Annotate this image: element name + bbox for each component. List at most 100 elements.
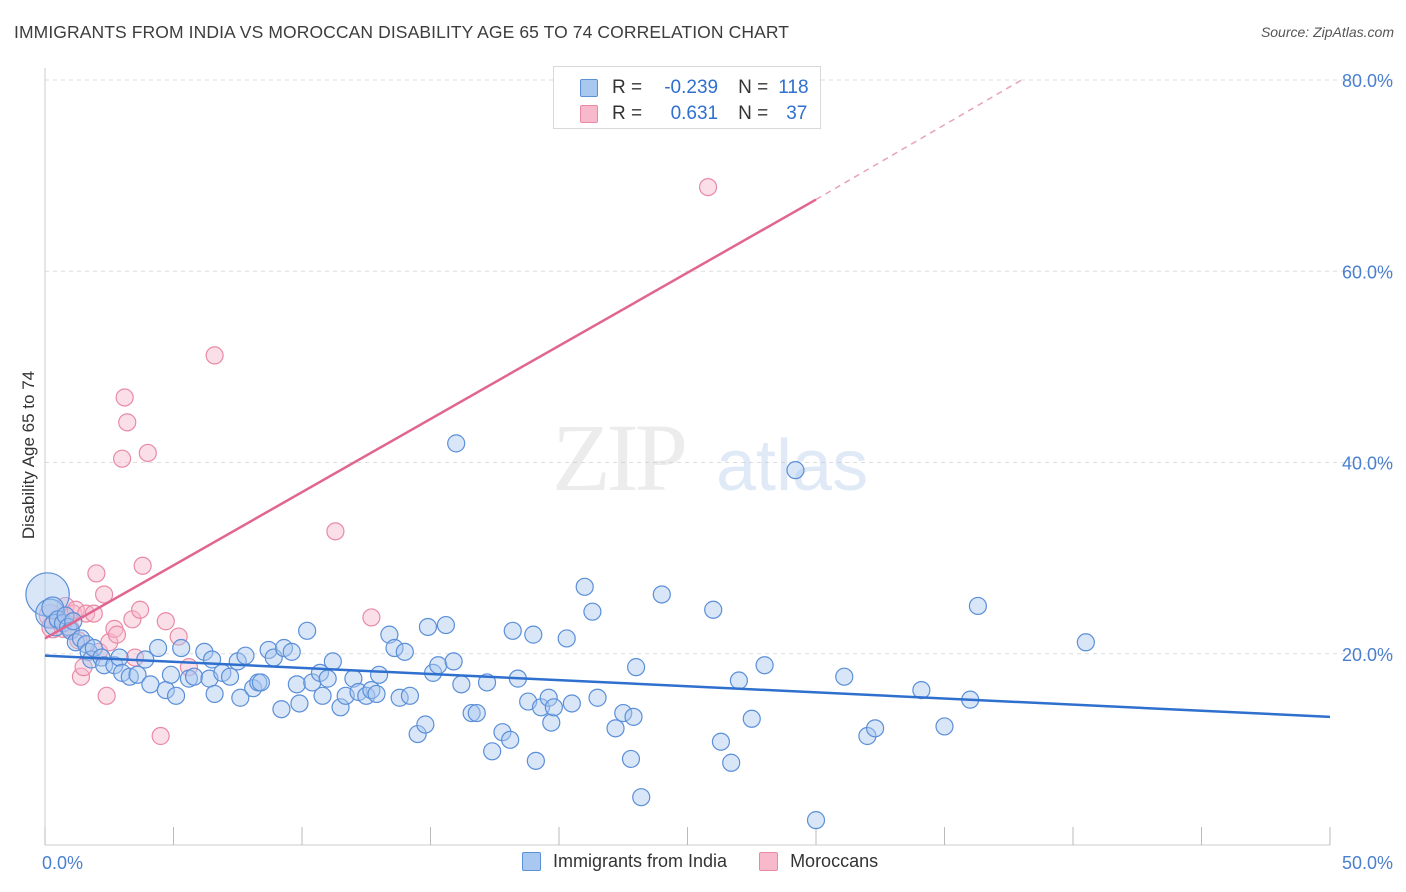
moroccan-point	[138, 443, 157, 463]
india-point	[575, 577, 594, 596]
india-point	[400, 686, 420, 705]
india-point	[84, 638, 103, 658]
y-tick-label: 80.0%	[1342, 71, 1393, 91]
moroccan-point	[362, 608, 381, 627]
india-point	[380, 625, 399, 644]
india-point	[367, 684, 386, 704]
india-point	[935, 717, 954, 736]
series-legend: Immigrants from India Moroccans	[522, 851, 910, 872]
india-point	[303, 673, 322, 692]
india-point	[71, 629, 91, 648]
india-point	[621, 749, 641, 769]
india-point	[166, 686, 186, 705]
moroccan-point	[118, 413, 137, 432]
moroccan-trend-extension	[815, 79, 1022, 201]
india-point	[835, 667, 854, 686]
india-point	[447, 434, 466, 453]
india-point	[313, 686, 332, 705]
india-point	[806, 811, 826, 830]
india-points	[25, 434, 1095, 830]
legend-r-value: -0.239	[664, 77, 719, 98]
india-point	[729, 671, 749, 690]
axis-labels: 20.0% 40.0% 60.0% 80.0% 0.0% 50.0%	[42, 71, 1393, 873]
india-point	[539, 688, 558, 707]
india-point	[128, 665, 147, 684]
india-point	[467, 703, 486, 723]
moroccan-point	[130, 600, 150, 619]
india-point	[395, 642, 414, 661]
y-axis-label: Disability Age 65 to 74	[19, 371, 38, 539]
legend-swatch-moroccan	[580, 105, 598, 123]
moroccan-point	[115, 388, 134, 407]
india-point	[722, 753, 741, 772]
india-point	[110, 648, 129, 667]
india-point	[205, 684, 224, 704]
india-point	[562, 694, 581, 713]
watermark-atlas: atlas	[716, 426, 868, 506]
india-point	[786, 461, 805, 480]
moroccan-point	[97, 686, 116, 705]
india-point	[272, 700, 291, 719]
moroccan-point	[133, 556, 152, 575]
moroccan-point	[95, 585, 114, 604]
india-point	[298, 621, 317, 640]
india-point	[148, 638, 168, 658]
india-point	[287, 675, 306, 694]
india-point	[231, 688, 250, 707]
india-point	[462, 703, 481, 723]
india-point	[526, 751, 545, 770]
india-point	[236, 646, 255, 665]
y-tick-label: 40.0%	[1342, 454, 1393, 474]
legend-r-label: R =	[612, 77, 643, 98]
india-point	[968, 596, 988, 616]
india-point	[452, 675, 471, 694]
trend-lines	[44, 79, 1331, 719]
india-point	[1076, 633, 1095, 652]
india-point	[161, 665, 181, 684]
moroccan-point	[107, 625, 127, 644]
y-tick-label: 20.0%	[1342, 645, 1393, 665]
series-legend-moroccan[interactable]: Moroccans	[759, 851, 878, 872]
moroccan-point	[156, 612, 175, 631]
india-point	[503, 621, 522, 640]
india-point	[416, 715, 435, 734]
india-point	[429, 656, 448, 675]
india-point	[501, 730, 520, 749]
india-point	[542, 713, 561, 732]
india-point	[755, 656, 774, 675]
legend-r-value: 0.631	[670, 103, 719, 124]
india-point	[544, 698, 563, 717]
india-point	[436, 615, 456, 635]
india-trend-line	[44, 654, 1331, 719]
legend-n-value: 37	[786, 103, 808, 124]
india-point	[588, 688, 607, 707]
india-point	[418, 617, 438, 637]
chart-title: IMMIGRANTS FROM INDIA VS MOROCCAN DISABI…	[14, 22, 790, 42]
india-point	[632, 788, 651, 807]
india-point	[195, 642, 214, 661]
india-point	[606, 719, 625, 738]
series-swatch-moroccan	[759, 852, 779, 871]
legend-swatch-india	[580, 79, 598, 97]
india-point	[557, 629, 576, 648]
india-point	[742, 709, 761, 728]
watermark: ZIP atlas	[552, 404, 868, 511]
x-tick-label: 0.0%	[42, 853, 83, 873]
india-point	[711, 732, 731, 751]
moroccan-point	[326, 522, 345, 541]
india-point	[624, 707, 643, 726]
series-label-india: Immigrants from India	[553, 851, 728, 871]
series-legend-india[interactable]: Immigrants from India	[522, 851, 727, 872]
moroccan-point	[123, 610, 142, 629]
india-point	[866, 719, 885, 738]
legend-row-moroccan: R = 0.631 N = 37	[580, 102, 807, 126]
moroccan-point	[112, 449, 132, 468]
india-point	[858, 726, 877, 746]
india-point	[220, 667, 240, 686]
india-point	[493, 723, 512, 742]
moroccan-point	[205, 346, 224, 365]
india-point	[141, 675, 160, 694]
india-point	[172, 638, 191, 658]
stats-legend: R = -0.239 N = 118 R = 0.631 N = 37	[553, 66, 821, 129]
